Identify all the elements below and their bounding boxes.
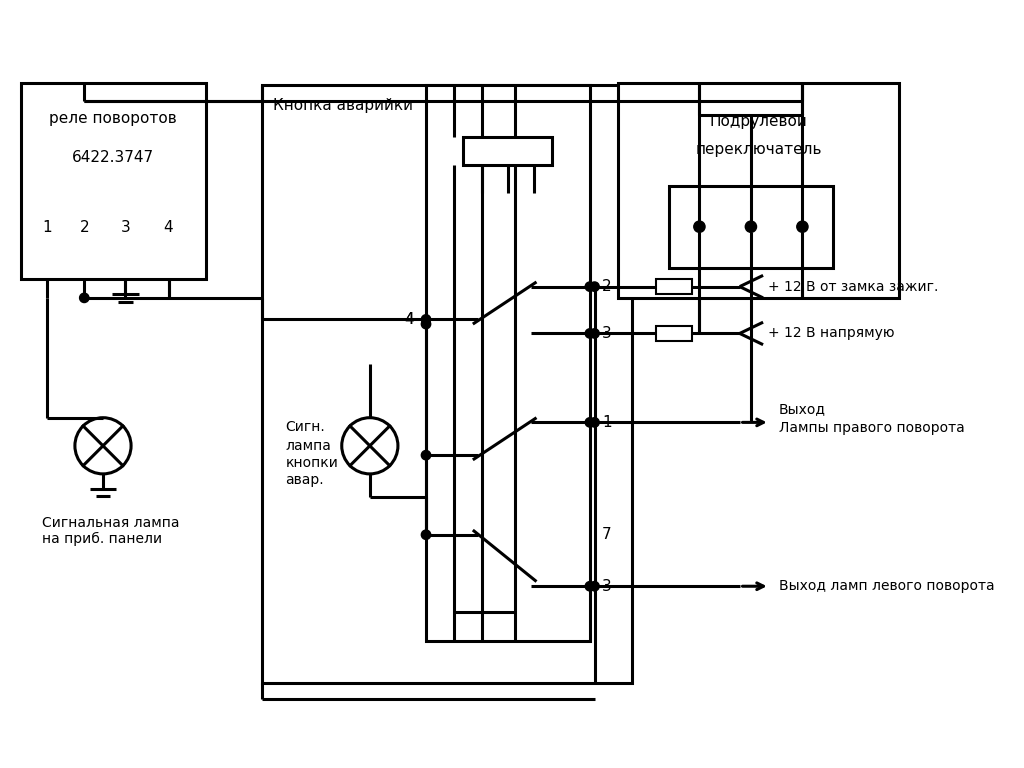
Circle shape — [797, 221, 808, 232]
Circle shape — [585, 329, 595, 338]
Circle shape — [421, 530, 431, 539]
Text: 1: 1 — [602, 415, 611, 430]
Text: 4: 4 — [164, 220, 173, 235]
Circle shape — [590, 329, 599, 338]
Text: 2: 2 — [602, 279, 611, 294]
Text: 4: 4 — [404, 312, 414, 327]
Text: на приб. панели: на приб. панели — [42, 532, 162, 547]
Text: 3: 3 — [602, 326, 611, 341]
Circle shape — [585, 581, 595, 591]
Bar — [20, 82, 206, 279]
Text: кнопки: кнопки — [286, 455, 339, 470]
Circle shape — [80, 293, 89, 303]
Text: реле поворотов: реле поворотов — [49, 111, 177, 126]
Text: 6422.3747: 6422.3747 — [73, 150, 155, 165]
Text: Лампы правого поворота: Лампы правого поворота — [779, 421, 965, 435]
Text: 3: 3 — [602, 579, 611, 594]
Text: Кнопка аварийки: Кнопка аварийки — [273, 98, 414, 114]
Bar — [670, 186, 834, 268]
Circle shape — [590, 581, 599, 591]
Circle shape — [590, 282, 599, 291]
Bar — [464, 137, 552, 165]
Text: 3: 3 — [121, 220, 130, 235]
Bar — [617, 82, 899, 298]
Circle shape — [421, 315, 431, 324]
Text: + 12 В от замка зажиг.: + 12 В от замка зажиг. — [768, 280, 938, 293]
Text: переключатель: переключатель — [695, 142, 821, 157]
Circle shape — [694, 221, 706, 232]
Text: Подрулевой: Подрулевой — [710, 114, 807, 129]
Text: 2: 2 — [80, 220, 89, 235]
Circle shape — [585, 282, 595, 291]
Bar — [262, 85, 632, 683]
Circle shape — [421, 319, 431, 329]
Bar — [656, 326, 692, 341]
Text: 4: 4 — [404, 312, 414, 327]
Text: Выход: Выход — [779, 402, 826, 416]
Text: 7: 7 — [602, 528, 611, 542]
Circle shape — [421, 451, 431, 460]
Text: Сигн.: Сигн. — [286, 420, 326, 434]
Text: 1: 1 — [42, 220, 51, 235]
Bar — [656, 279, 692, 294]
Text: + 12 В напрямую: + 12 В напрямую — [768, 326, 894, 340]
Text: лампа: лампа — [286, 439, 332, 453]
Text: Сигнальная лампа: Сигнальная лампа — [42, 515, 179, 530]
Text: авар.: авар. — [286, 472, 325, 486]
Bar — [426, 85, 590, 641]
Circle shape — [590, 418, 599, 427]
Text: Выход ламп левого поворота: Выход ламп левого поворота — [779, 579, 994, 593]
Circle shape — [745, 221, 757, 232]
Circle shape — [585, 418, 595, 427]
